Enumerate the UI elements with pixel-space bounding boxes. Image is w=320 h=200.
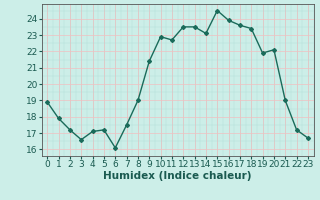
X-axis label: Humidex (Indice chaleur): Humidex (Indice chaleur) (103, 171, 252, 181)
